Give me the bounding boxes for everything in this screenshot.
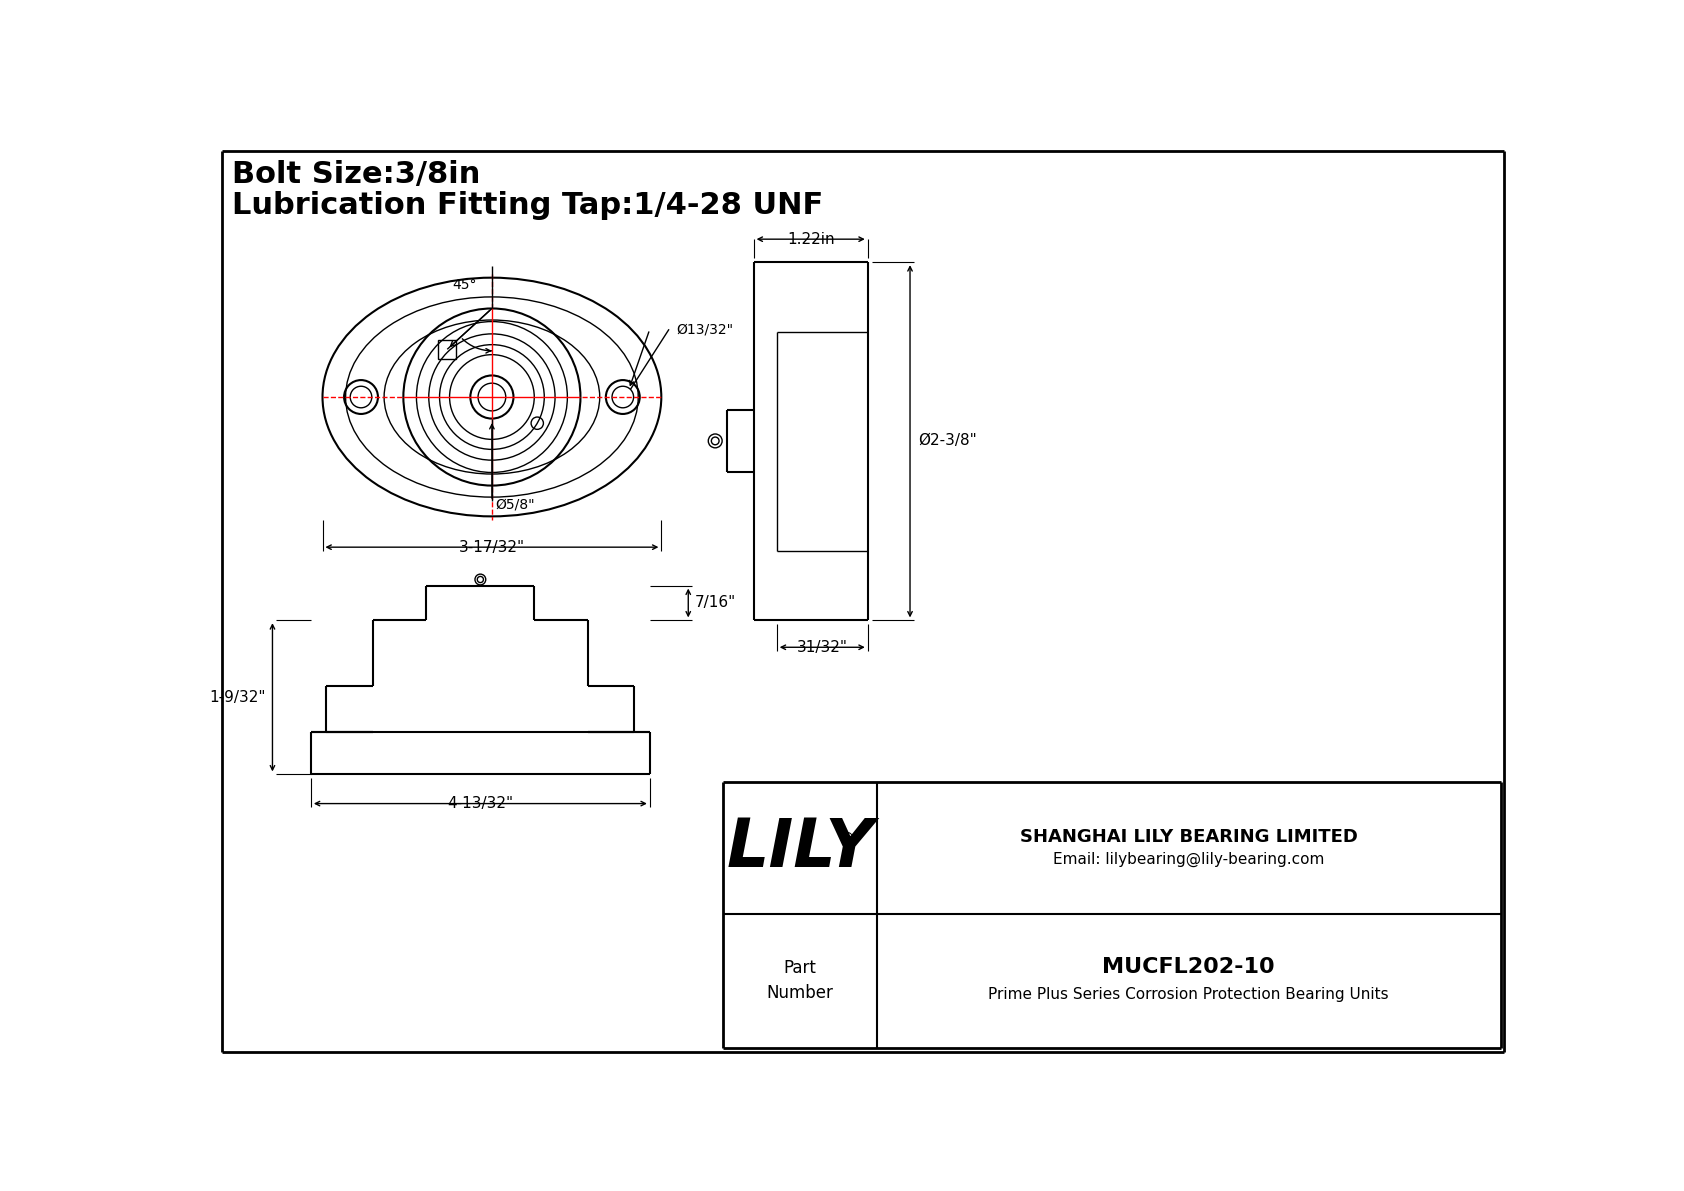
Text: 45°: 45° <box>453 279 477 292</box>
Text: LILY: LILY <box>726 816 874 881</box>
Text: 31/32": 31/32" <box>797 640 847 655</box>
Text: Email: lilybearing@lily-bearing.com: Email: lilybearing@lily-bearing.com <box>1052 853 1324 867</box>
Text: Ø13/32": Ø13/32" <box>677 323 734 336</box>
Text: Bolt Size:3/8in: Bolt Size:3/8in <box>232 160 480 189</box>
Text: 4-13/32": 4-13/32" <box>448 796 514 811</box>
Text: 7/16": 7/16" <box>694 596 736 610</box>
Text: Part
Number: Part Number <box>766 959 834 1002</box>
Text: SHANGHAI LILY BEARING LIMITED: SHANGHAI LILY BEARING LIMITED <box>1021 828 1357 846</box>
Text: 1.22in: 1.22in <box>786 232 835 247</box>
Text: Ø2-3/8": Ø2-3/8" <box>918 434 977 448</box>
Text: Lubrication Fitting Tap:1/4-28 UNF: Lubrication Fitting Tap:1/4-28 UNF <box>232 191 823 219</box>
Text: Prime Plus Series Corrosion Protection Bearing Units: Prime Plus Series Corrosion Protection B… <box>989 987 1389 1002</box>
Text: ®: ® <box>840 831 855 847</box>
Text: 1-9/32": 1-9/32" <box>210 690 266 705</box>
Text: 3-17/32": 3-17/32" <box>458 540 525 555</box>
Text: Ø5/8": Ø5/8" <box>495 497 536 511</box>
Text: MUCFL202-10: MUCFL202-10 <box>1103 956 1275 977</box>
